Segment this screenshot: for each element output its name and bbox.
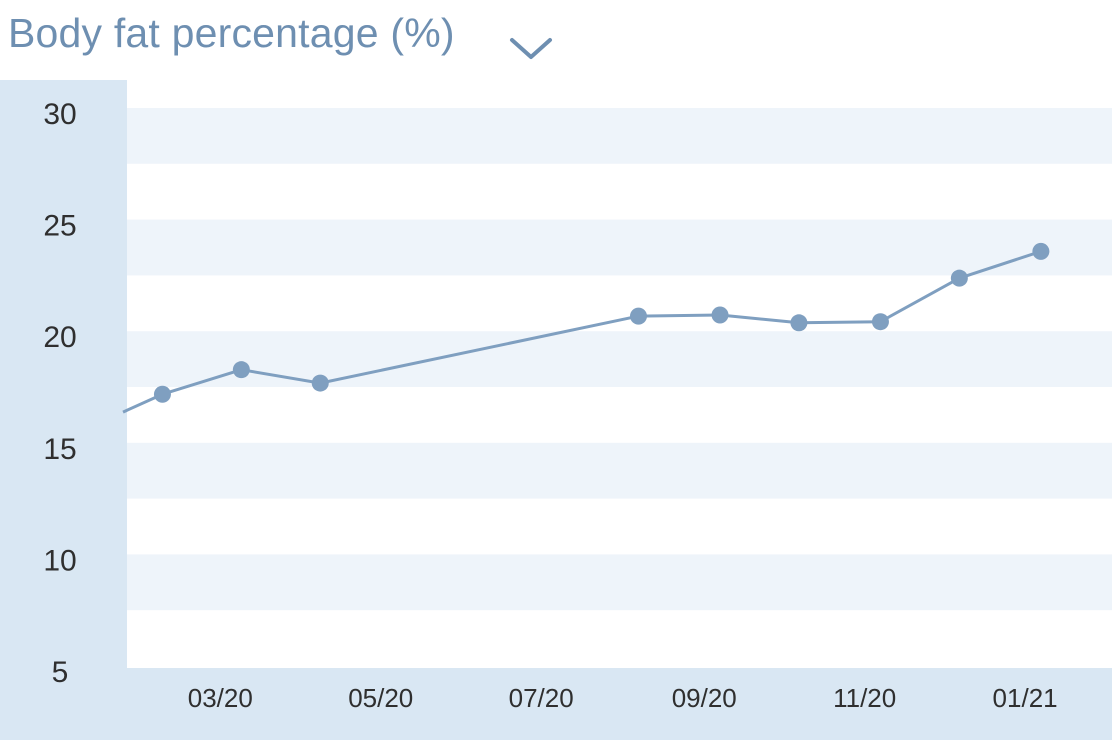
y-axis-ticks: 30 25 20 15 10 5 <box>43 98 76 689</box>
data-point[interactable] <box>311 374 329 392</box>
grid-bands <box>127 108 1112 611</box>
x-tick-label: 09/20 <box>672 683 737 713</box>
x-axis-ticks: 03/20 05/20 07/20 09/20 11/20 01/21 <box>188 683 1058 713</box>
data-point[interactable] <box>153 385 171 403</box>
data-point[interactable] <box>1032 242 1050 260</box>
x-tick-label: 05/20 <box>348 683 413 713</box>
y-axis-panel <box>0 80 127 740</box>
x-tick-label: 07/20 <box>509 683 574 713</box>
data-point[interactable] <box>629 307 647 325</box>
data-point[interactable] <box>871 313 889 331</box>
y-tick-label: 5 <box>52 656 69 689</box>
x-axis-panel <box>0 668 1112 740</box>
data-point[interactable] <box>790 314 808 332</box>
y-tick-label: 30 <box>43 98 76 131</box>
data-point[interactable] <box>711 306 729 324</box>
chart-title: Body fat percentage (%) <box>8 10 455 56</box>
x-tick-label: 11/20 <box>833 683 896 713</box>
x-tick-label: 01/21 <box>993 683 1058 713</box>
body-fat-chart: 30 25 20 15 10 5 03/20 05/20 07/20 09/20 11/20 01/… <box>0 80 1112 740</box>
grid-band-4 <box>127 554 1112 611</box>
data-point[interactable] <box>950 269 968 287</box>
y-tick-label: 10 <box>43 544 76 577</box>
grid-band-3 <box>127 442 1112 499</box>
data-point[interactable] <box>232 361 250 379</box>
grid-band-1 <box>127 219 1112 276</box>
grid-band-2 <box>127 331 1112 387</box>
y-tick-label: 15 <box>43 433 76 466</box>
x-tick-label: 03/20 <box>188 683 253 713</box>
series-line <box>122 249 1042 414</box>
grid-band-0 <box>127 108 1112 164</box>
chevron-down-icon[interactable] <box>506 34 556 64</box>
y-tick-label: 20 <box>43 321 76 354</box>
series-body-fat <box>122 242 1050 414</box>
y-tick-label: 25 <box>43 210 76 243</box>
chart-header: Body fat percentage (%) <box>0 0 1112 80</box>
